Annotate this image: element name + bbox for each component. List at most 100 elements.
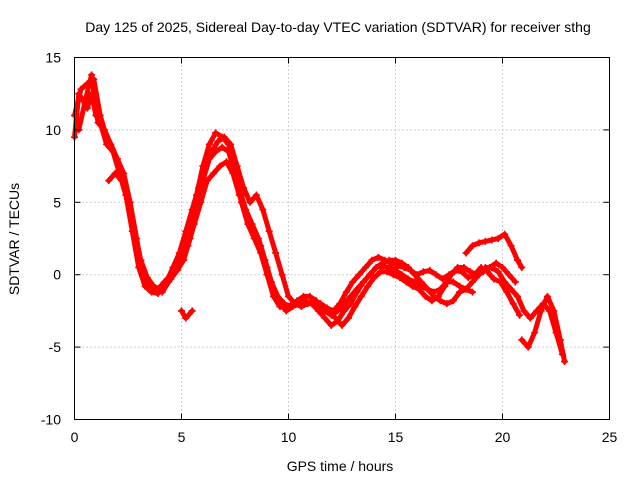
data-point bbox=[278, 271, 286, 279]
data-point bbox=[439, 275, 447, 283]
data-point bbox=[336, 300, 344, 308]
data-point bbox=[261, 256, 269, 264]
data-point bbox=[561, 358, 569, 366]
data-point bbox=[178, 307, 185, 315]
data-point bbox=[436, 297, 444, 305]
data-point bbox=[310, 297, 318, 305]
data-point bbox=[362, 263, 370, 271]
y-tick-label: -5 bbox=[49, 339, 62, 355]
data-point bbox=[342, 288, 350, 296]
data-point bbox=[481, 237, 489, 245]
data-point bbox=[111, 169, 119, 177]
data-point bbox=[441, 282, 449, 290]
data-point bbox=[550, 307, 558, 315]
data-point bbox=[306, 292, 314, 300]
data-point bbox=[188, 307, 196, 315]
data-point bbox=[349, 278, 357, 286]
data-point bbox=[124, 198, 132, 206]
data-point bbox=[392, 266, 399, 274]
data-point bbox=[443, 300, 451, 308]
data-point bbox=[477, 263, 485, 271]
data-point bbox=[274, 292, 282, 300]
series-line bbox=[72, 91, 565, 357]
data-point bbox=[513, 256, 521, 264]
data-point bbox=[285, 292, 292, 300]
data-point bbox=[248, 220, 256, 228]
data-point bbox=[214, 137, 222, 145]
x-tick-label: 5 bbox=[178, 429, 186, 445]
axis-ticks: 0 5 10 15 20 25 -10 -5 0 5 10 15 bbox=[41, 50, 618, 446]
series-line bbox=[106, 134, 523, 318]
data-point bbox=[163, 278, 171, 286]
data-point bbox=[323, 304, 331, 312]
data-point bbox=[511, 278, 519, 286]
data-point bbox=[252, 191, 260, 199]
data-point bbox=[267, 278, 275, 286]
data-point bbox=[314, 307, 322, 315]
series-s4 bbox=[105, 133, 524, 319]
data-point bbox=[182, 227, 190, 235]
data-point bbox=[460, 263, 468, 271]
data-point bbox=[357, 292, 365, 300]
data-point bbox=[432, 271, 440, 279]
data-point bbox=[475, 239, 483, 247]
data-point bbox=[242, 206, 250, 214]
data-point bbox=[304, 300, 312, 308]
data-point bbox=[537, 307, 545, 315]
data-point bbox=[419, 268, 427, 276]
data-point bbox=[469, 242, 477, 250]
data-point bbox=[220, 133, 228, 141]
data-point bbox=[353, 288, 361, 296]
data-point bbox=[207, 148, 215, 156]
data-point bbox=[195, 184, 203, 192]
y-tick-label: 5 bbox=[53, 194, 61, 210]
data-point bbox=[494, 268, 502, 276]
data-point bbox=[377, 268, 385, 276]
data-point bbox=[351, 303, 359, 311]
data-point bbox=[505, 271, 513, 279]
data-point bbox=[469, 288, 477, 296]
data-point bbox=[501, 230, 509, 238]
data-point bbox=[143, 274, 151, 282]
data-point bbox=[359, 278, 367, 286]
data-point bbox=[94, 119, 102, 127]
x-tick-label: 15 bbox=[388, 429, 404, 445]
data-point bbox=[120, 169, 128, 177]
data-point bbox=[492, 259, 500, 267]
data-point bbox=[394, 262, 402, 270]
data-point bbox=[464, 274, 472, 282]
y-tick-label: 10 bbox=[45, 122, 61, 138]
data-point bbox=[494, 235, 502, 242]
data-point bbox=[462, 285, 470, 293]
data-point bbox=[411, 278, 419, 286]
data-point bbox=[526, 314, 534, 322]
data-point bbox=[383, 268, 391, 276]
data-point bbox=[509, 300, 517, 308]
data-point bbox=[299, 292, 307, 300]
data-point bbox=[229, 169, 237, 177]
data-point bbox=[428, 297, 436, 305]
data-point bbox=[118, 177, 126, 185]
data-point bbox=[88, 71, 96, 79]
data-point bbox=[287, 303, 295, 311]
data-point bbox=[503, 288, 511, 296]
data-point bbox=[516, 311, 524, 319]
data-point bbox=[513, 292, 521, 300]
data-point bbox=[216, 162, 224, 170]
data-point bbox=[222, 158, 230, 166]
data-point bbox=[338, 321, 346, 329]
data-point bbox=[240, 184, 248, 192]
data-point bbox=[543, 292, 551, 300]
data-point bbox=[321, 314, 329, 322]
data-point bbox=[246, 198, 254, 206]
data-point bbox=[190, 220, 198, 228]
data-point bbox=[484, 268, 492, 276]
x-axis-label: GPS time / hours bbox=[287, 458, 394, 474]
data-point bbox=[197, 198, 205, 206]
data-point bbox=[291, 300, 299, 308]
series-line bbox=[179, 308, 195, 321]
data-point bbox=[81, 97, 89, 105]
data-point bbox=[344, 314, 352, 322]
data-point bbox=[424, 285, 432, 293]
data-point bbox=[402, 278, 410, 286]
